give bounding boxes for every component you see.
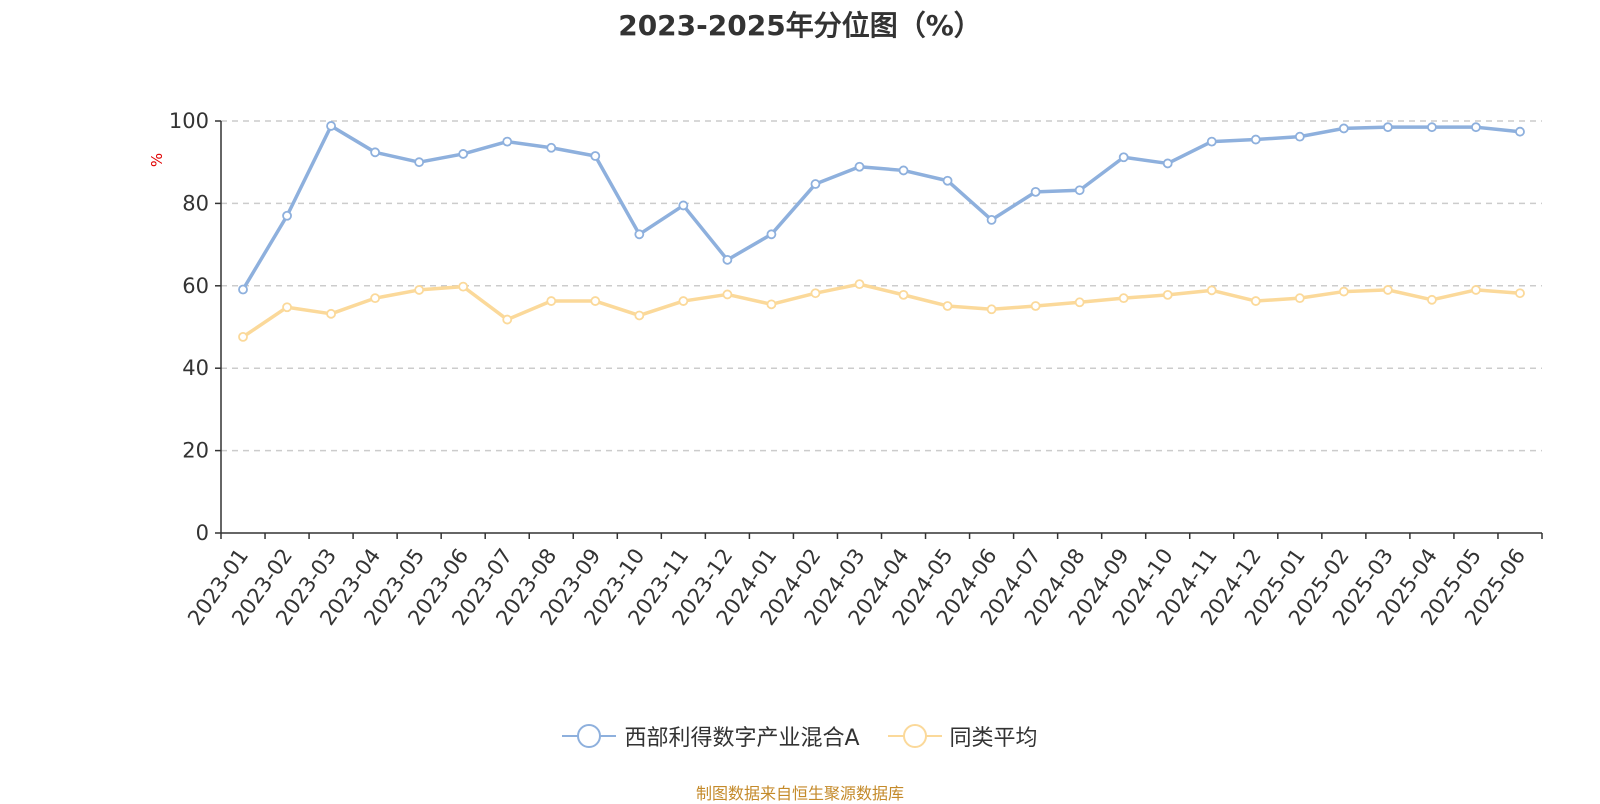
data-point-1[interactable] (1074, 297, 1085, 308)
legend-item-fund[interactable]: 西部利得数字产业混合A (562, 720, 860, 752)
data-point-1[interactable] (722, 289, 733, 300)
data-point-0[interactable] (238, 284, 248, 295)
data-point-1[interactable] (282, 302, 292, 313)
data-point-0[interactable] (766, 229, 777, 240)
y-tick-label: 80 (182, 191, 209, 215)
series-line-0 (241, 124, 1521, 291)
legend-item-average[interactable]: 同类平均 (887, 720, 1038, 752)
data-point-0[interactable] (722, 254, 733, 265)
data-point-1[interactable] (590, 296, 601, 306)
data-point-1[interactable] (1162, 289, 1173, 300)
data-point-1[interactable] (502, 314, 513, 325)
data-point-1[interactable] (1030, 301, 1041, 311)
data-point-1[interactable] (810, 288, 821, 299)
data-point-1[interactable] (1471, 285, 1481, 295)
legend: 西部利得数字产业混合A 同类平均 (0, 720, 1600, 752)
data-point-1[interactable] (546, 296, 557, 306)
data-point-0[interactable] (326, 121, 336, 131)
data-point-0[interactable] (678, 200, 689, 211)
data-point-1[interactable] (898, 289, 909, 300)
data-point-0[interactable] (942, 175, 953, 186)
data-point-0[interactable] (1471, 122, 1481, 133)
y-tick-label: 20 (182, 439, 209, 463)
series-line-1 (242, 282, 1521, 339)
data-point-0[interactable] (502, 136, 513, 147)
data-point-1[interactable] (1118, 293, 1129, 304)
legend-label-fund: 西部利得数字产业混合A (624, 726, 860, 751)
data-point-1[interactable] (986, 304, 997, 315)
source-note: 制图数据来自恒生聚源数据库 (695, 784, 904, 803)
data-point-1[interactable] (458, 281, 469, 292)
data-point-1[interactable] (1515, 288, 1525, 299)
data-point-0[interactable] (1515, 126, 1525, 137)
data-point-0[interactable] (414, 157, 425, 168)
data-point-1[interactable] (414, 285, 425, 295)
data-point-1[interactable] (1338, 286, 1349, 297)
legend-line-circle-icon (887, 724, 942, 748)
data-point-1[interactable] (854, 279, 865, 290)
y-axis-label: % (148, 153, 166, 167)
data-point-0[interactable] (1162, 158, 1173, 169)
data-point-0[interactable] (370, 147, 381, 158)
data-point-0[interactable] (1206, 136, 1217, 147)
data-point-0[interactable] (1250, 134, 1261, 145)
data-point-1[interactable] (326, 308, 336, 319)
data-point-0[interactable] (1074, 185, 1085, 196)
legend-line-circle-icon (562, 724, 617, 748)
legend-label-average: 同类平均 (949, 726, 1038, 751)
data-point-1[interactable] (370, 293, 381, 304)
data-point-0[interactable] (458, 149, 469, 159)
data-point-1[interactable] (1294, 293, 1305, 304)
data-point-1[interactable] (678, 296, 689, 306)
data-point-1[interactable] (634, 310, 645, 321)
data-point-0[interactable] (898, 165, 909, 176)
data-point-0[interactable] (546, 142, 557, 153)
data-point-0[interactable] (282, 210, 292, 221)
data-point-0[interactable] (1427, 122, 1437, 133)
y-tick-label: 40 (182, 356, 209, 380)
data-point-1[interactable] (766, 299, 777, 310)
data-point-1[interactable] (1427, 294, 1437, 305)
y-tick-label: 0 (196, 521, 209, 545)
y-tick-label: 100 (169, 109, 209, 133)
data-point-0[interactable] (590, 151, 601, 161)
data-point-1[interactable] (1250, 296, 1261, 306)
data-point-1[interactable] (1206, 285, 1217, 296)
data-point-0[interactable] (810, 179, 821, 189)
data-point-0[interactable] (634, 229, 645, 240)
data-point-1[interactable] (1382, 285, 1393, 295)
data-point-1[interactable] (238, 331, 248, 342)
data-point-0[interactable] (1338, 123, 1349, 134)
data-point-0[interactable] (986, 214, 997, 225)
y-tick-label: 60 (182, 274, 209, 298)
chart-title: 2023-2025年分位图（%） (618, 9, 982, 42)
data-point-0[interactable] (1118, 152, 1129, 163)
data-point-0[interactable] (854, 161, 865, 172)
data-point-1[interactable] (942, 301, 953, 311)
data-point-0[interactable] (1382, 122, 1393, 133)
data-point-0[interactable] (1294, 131, 1305, 142)
data-point-0[interactable] (1030, 186, 1041, 197)
